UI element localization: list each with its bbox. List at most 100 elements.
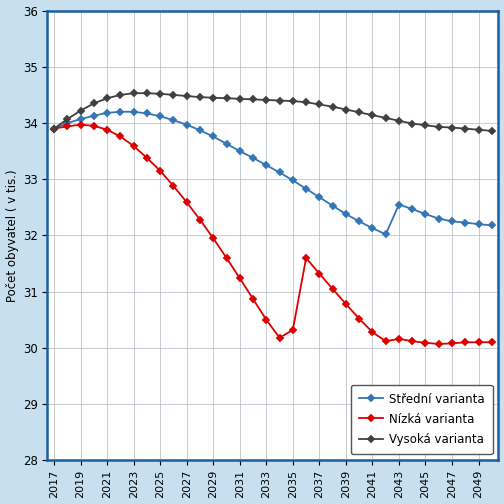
Střední varianta [263,162,269,168]
Vysoká varianta [356,109,362,115]
Nízká varianta [263,317,269,323]
Vysoká varianta [330,104,336,110]
Střední varianta [396,202,402,208]
Vysoká varianta [317,101,323,107]
Střední varianta [409,206,415,212]
Nízká varianta [489,339,495,345]
Nízká varianta [396,336,402,342]
Nízká varianta [197,217,203,223]
Střední varianta [183,121,190,128]
Střední varianta [489,222,495,228]
Vysoká varianta [383,115,389,121]
Vysoká varianta [237,96,243,102]
Vysoká varianta [91,100,97,106]
Střední varianta [422,211,428,217]
Nízká varianta [343,301,349,307]
Nízká varianta [383,338,389,344]
Nízká varianta [78,121,84,128]
Nízká varianta [237,275,243,281]
Střední varianta [131,109,137,115]
Střední varianta [250,155,256,161]
Line: Vysoká varianta: Vysoká varianta [51,90,494,134]
Nízká varianta [409,338,415,344]
Střední varianta [51,125,57,132]
Nízká varianta [91,123,97,129]
Střední varianta [117,109,123,115]
Střední varianta [144,110,150,116]
Nízká varianta [65,123,71,130]
Vysoká varianta [157,91,163,97]
Nízká varianta [290,327,296,333]
Střední varianta [462,220,468,226]
Vysoká varianta [303,99,309,105]
Střední varianta [290,177,296,183]
Line: Střední varianta: Střední varianta [51,109,494,237]
Nízká varianta [369,329,375,335]
Střední varianta [369,225,375,231]
Nízká varianta [422,340,428,346]
Vysoká varianta [131,90,137,96]
Vysoká varianta [210,95,216,101]
Střední varianta [449,218,455,224]
Nízká varianta [210,235,216,241]
Střední varianta [343,211,349,217]
Nízká varianta [449,340,455,346]
Střední varianta [197,128,203,134]
Nízká varianta [157,168,163,174]
Střední varianta [223,141,229,147]
Střední varianta [91,113,97,119]
Line: Nízká varianta: Nízká varianta [51,122,494,347]
Nízká varianta [117,134,123,140]
Vysoká varianta [78,108,84,114]
Vysoká varianta [422,122,428,129]
Nízká varianta [330,286,336,292]
Střední varianta [330,203,336,209]
Vysoká varianta [290,98,296,104]
Nízká varianta [475,339,481,345]
Vysoká varianta [436,124,442,130]
Vysoká varianta [343,106,349,112]
Střední varianta [78,116,84,122]
Vysoká varianta [197,94,203,100]
Nízká varianta [462,339,468,345]
Nízká varianta [223,255,229,261]
Vysoká varianta [277,97,283,103]
Vysoká varianta [489,128,495,134]
Nízká varianta [436,341,442,347]
Nízká varianta [131,143,137,149]
Vysoká varianta [462,125,468,132]
Střední varianta [383,231,389,237]
Vysoká varianta [369,112,375,118]
Střední varianta [436,216,442,222]
Střední varianta [356,218,362,224]
Vysoká varianta [409,120,415,127]
Nízká varianta [250,296,256,302]
Nízká varianta [317,271,323,277]
Nízká varianta [356,316,362,322]
Vysoká varianta [104,95,110,101]
Nízká varianta [104,127,110,133]
Vysoká varianta [223,95,229,101]
Střední varianta [317,194,323,200]
Nízká varianta [144,155,150,161]
Vysoká varianta [475,127,481,133]
Střední varianta [303,186,309,192]
Střední varianta [157,113,163,119]
Vysoká varianta [170,92,176,98]
Vysoká varianta [250,96,256,102]
Vysoká varianta [65,116,71,122]
Vysoká varianta [263,97,269,103]
Vysoká varianta [51,125,57,132]
Nízká varianta [277,335,283,341]
Nízká varianta [170,183,176,189]
Střední varianta [277,169,283,175]
Nízká varianta [303,255,309,261]
Střední varianta [210,134,216,140]
Střední varianta [104,110,110,116]
Y-axis label: Počet obyvatel ( v tis.): Počet obyvatel ( v tis.) [6,169,19,302]
Vysoká varianta [396,118,402,124]
Vysoká varianta [449,124,455,131]
Nízká varianta [183,199,190,205]
Vysoká varianta [117,92,123,98]
Střední varianta [170,117,176,123]
